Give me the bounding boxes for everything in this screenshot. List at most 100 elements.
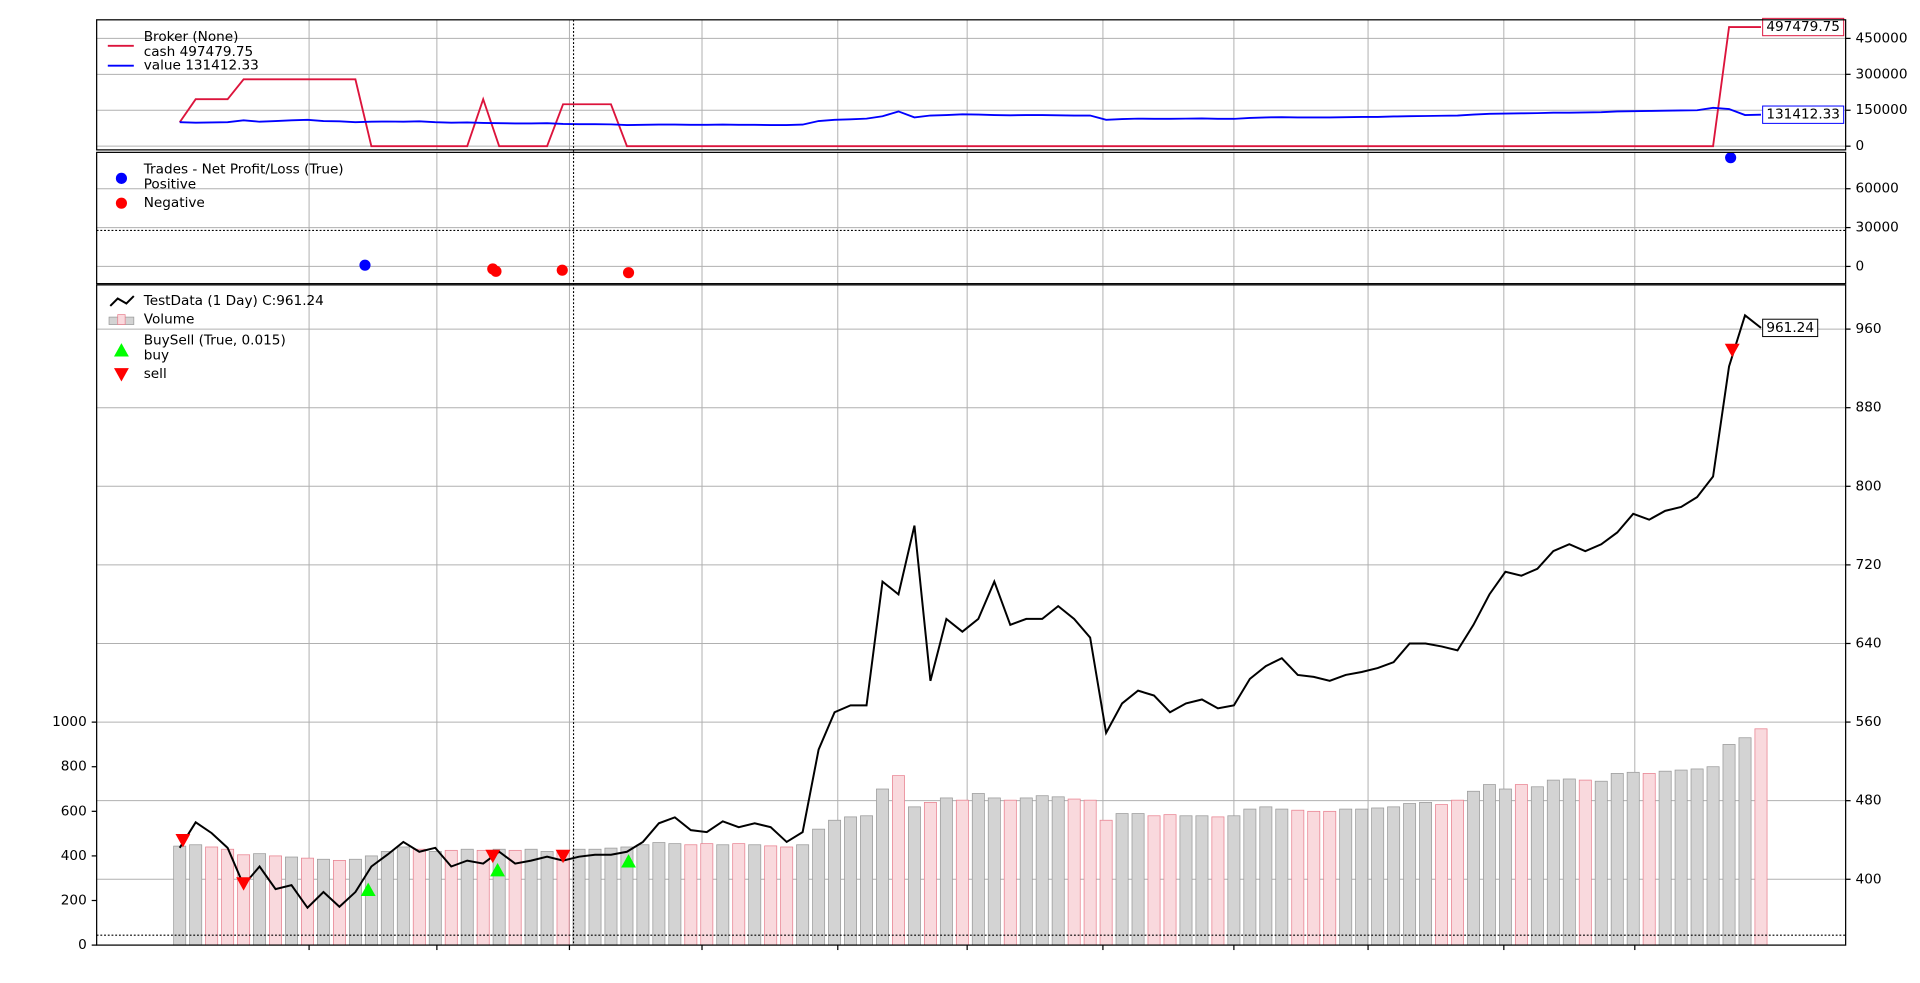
volume-bar (492, 848, 506, 946)
volume-bar (1003, 799, 1017, 946)
volume-bar (1051, 796, 1065, 946)
volume-bar (1035, 795, 1049, 946)
sell-marker (555, 849, 571, 864)
sell-marker (236, 877, 252, 891)
volume-bar (732, 843, 746, 946)
y-tick-label: 560 (1856, 714, 1882, 730)
volume-bar (1371, 807, 1385, 946)
y-tick-label: 800 (1856, 478, 1882, 494)
volume-bar (1243, 808, 1257, 946)
y-tick-label: 480 (1856, 793, 1882, 809)
sell-marker (485, 849, 501, 864)
y-tick-label: 1000 (52, 714, 87, 730)
series-line (178, 26, 1761, 148)
legend-label: cash 497479.75 (144, 44, 253, 60)
volume-bar (796, 844, 810, 946)
volume-bar (1099, 819, 1113, 946)
volume-bar (1674, 769, 1688, 946)
legend-title: Broker (None) (144, 29, 239, 45)
y-tick-label: 640 (1856, 635, 1882, 651)
volume-bar (1211, 816, 1225, 946)
legend-label: sell (144, 366, 167, 382)
volume-bar (1754, 728, 1768, 946)
volume-bar (1467, 790, 1480, 946)
y-tick-label: 200 (61, 893, 87, 909)
volume-bar (1658, 770, 1672, 946)
volume-bar (1578, 779, 1592, 946)
last-value-box (1762, 318, 1819, 338)
volume-bar (1179, 815, 1193, 946)
volume-bar (237, 854, 251, 946)
y-tick-label: 960 (1856, 321, 1882, 337)
trade-point (359, 259, 371, 271)
buy-marker (360, 882, 376, 897)
volume-bar (844, 816, 857, 946)
volume-bar (269, 855, 282, 946)
legend-label: value 131412.33 (144, 58, 259, 74)
trade-point (1725, 152, 1737, 164)
volume-bar (1419, 802, 1433, 946)
volume-bar (285, 856, 298, 946)
legend-label: buy (144, 347, 169, 363)
volume-bar (908, 806, 921, 946)
volume-bar (189, 844, 203, 946)
volume-bar (668, 843, 682, 946)
legend-swatch (109, 295, 135, 307)
volume-bar (1498, 788, 1512, 946)
volume-bar (1275, 808, 1289, 946)
volume-bar (1594, 780, 1608, 946)
legend-swatch (115, 197, 128, 209)
volume-bar (1339, 808, 1353, 946)
legend-label: Positive (144, 177, 196, 193)
last-value-box (1762, 17, 1845, 37)
y-tick-label: 0 (78, 937, 87, 953)
y-tick-label: 400 (61, 848, 87, 864)
volume-bar (716, 844, 730, 946)
volume-bar (860, 815, 873, 946)
legend-swatch (113, 343, 129, 357)
volume-bar (396, 846, 410, 946)
volume-bar (1259, 806, 1273, 946)
volume-bar (1067, 798, 1081, 946)
volume-bar (748, 844, 762, 946)
volume-bar (348, 858, 362, 946)
volume-bar (221, 848, 235, 946)
volume-bar (540, 851, 554, 946)
volume-bar (1690, 768, 1704, 946)
volume-bar (1163, 814, 1177, 946)
volume-bar (1514, 784, 1528, 946)
series-line (179, 106, 1762, 127)
volume-bar (317, 858, 330, 946)
volume-bar (780, 846, 794, 946)
volume-bar (1019, 797, 1033, 946)
volume-bar (1483, 784, 1496, 946)
panel-frame (96, 284, 1847, 946)
last-value-label: 131412.33 (1766, 107, 1840, 123)
volume-bar (1706, 766, 1720, 946)
volume-bar (652, 842, 666, 946)
volume-bar (892, 775, 905, 946)
volume-bar (1562, 778, 1576, 946)
last-value-box (1762, 105, 1845, 124)
volume-bar (1227, 815, 1241, 946)
volume-bar (380, 851, 394, 946)
volume-bar (636, 844, 650, 946)
volume-bar (428, 851, 442, 946)
legend-label: TestData (1 Day) C:961.24 (143, 293, 324, 309)
volume-bar (1355, 808, 1369, 946)
volume-bar (524, 848, 538, 946)
volume-bar (1131, 813, 1145, 946)
volume-bar (1435, 804, 1448, 946)
volume-bar (684, 844, 698, 946)
volume-bar (700, 843, 714, 946)
y-tick-label: 30000 (1856, 220, 1899, 236)
volume-bar (1083, 799, 1097, 946)
volume-bar (923, 802, 937, 946)
volume-bar (828, 819, 842, 946)
volume-bar (364, 855, 378, 946)
y-tick-label: 450000 (1856, 30, 1908, 46)
legend-label: Volume (144, 312, 195, 328)
sell-marker (175, 834, 191, 848)
trade-point (622, 267, 635, 279)
trade-point (490, 265, 502, 277)
